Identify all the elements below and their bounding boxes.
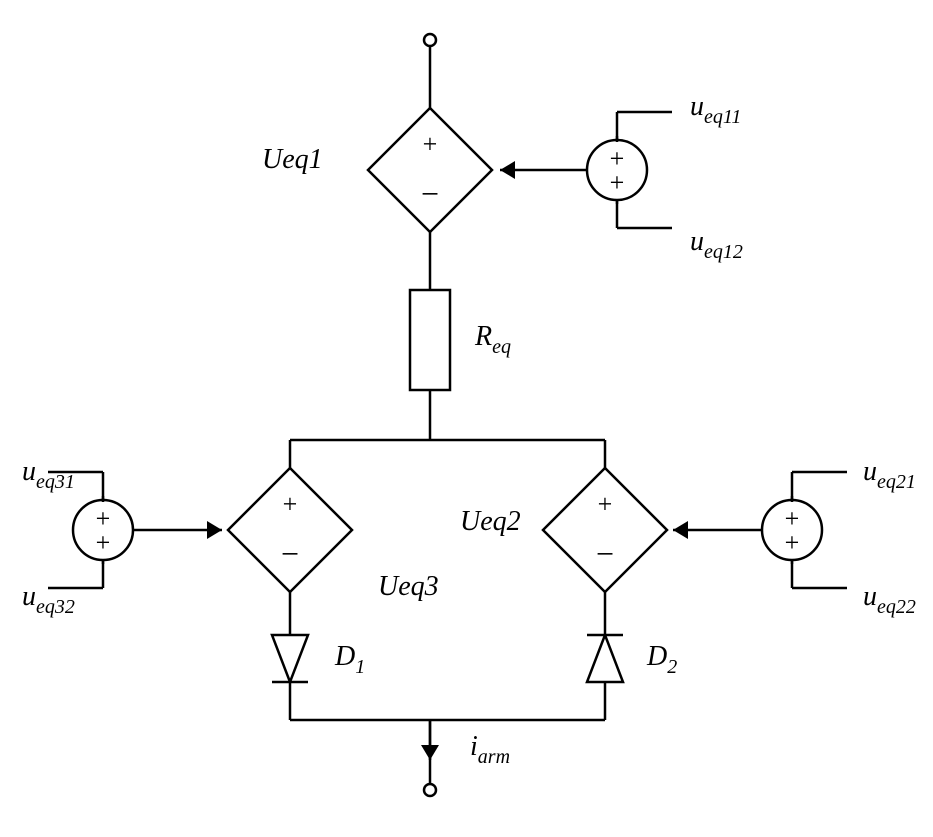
resistor-req [410, 290, 450, 390]
ctrl-Ueq2-plus-bot: + [785, 528, 800, 557]
label-req: Req [474, 321, 511, 358]
terminal-top [424, 34, 436, 46]
diamond-Ueq3-plus: + [283, 490, 298, 519]
ctrl-Ueq3-plus-bot: + [96, 528, 111, 557]
label-Ueq3: Ueq3 [378, 571, 439, 602]
diamond-Ueq2 [543, 468, 667, 592]
arrow-Ueq1-head [500, 161, 515, 179]
diamond-Ueq2-minus: − [596, 536, 614, 572]
diamond-Ueq2-plus: + [598, 490, 613, 519]
label-Ueq1-ubot: ueq12 [690, 226, 743, 263]
label-Ueq2-utop: ueq21 [863, 456, 916, 493]
diamond-Ueq1-minus: − [421, 176, 439, 212]
diamond-Ueq3-minus: − [281, 536, 299, 572]
label-Ueq2: Ueq2 [460, 506, 521, 537]
ctrl-Ueq1-plus-bot: + [610, 168, 625, 197]
label-iarm: iarm [470, 731, 510, 768]
arrow-Ueq3-head [207, 521, 222, 539]
label-Ueq3-ubot: ueq32 [22, 581, 75, 618]
diamond-Ueq1-plus: + [423, 130, 438, 159]
label-diode-d2: D2 [646, 641, 677, 678]
diamond-Ueq1 [368, 108, 492, 232]
diode-d2-tri [587, 635, 623, 682]
arrow-Ueq2-head [673, 521, 688, 539]
label-diode-d1: D1 [334, 641, 365, 678]
diamond-Ueq3 [228, 468, 352, 592]
terminal-bottom [424, 784, 436, 796]
label-Ueq1: Ueq1 [262, 144, 323, 175]
diode-d1-tri [272, 635, 308, 682]
arrow-iarm-head [421, 745, 439, 760]
label-Ueq2-ubot: ueq22 [863, 581, 916, 618]
label-Ueq3-utop: ueq31 [22, 456, 75, 493]
label-Ueq1-utop: ueq11 [690, 91, 741, 128]
